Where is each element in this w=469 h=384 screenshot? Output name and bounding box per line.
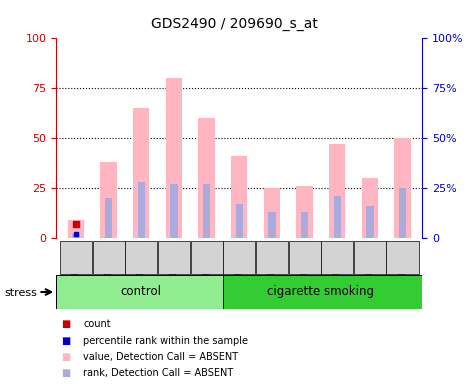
Bar (198, 118, 215, 238)
FancyBboxPatch shape (125, 241, 157, 274)
Text: percentile rank within the sample: percentile rank within the sample (83, 336, 249, 346)
Text: count: count (83, 319, 111, 329)
Bar (264, 188, 280, 238)
Bar (399, 188, 406, 238)
FancyBboxPatch shape (354, 241, 386, 274)
Bar (268, 212, 275, 238)
Text: ■: ■ (61, 319, 70, 329)
Bar (296, 186, 313, 238)
Bar (133, 108, 149, 238)
Bar (333, 196, 341, 238)
Bar (203, 184, 210, 238)
FancyBboxPatch shape (223, 241, 255, 274)
Bar (362, 178, 378, 238)
Text: GDS2490 / 209690_s_at: GDS2490 / 209690_s_at (151, 17, 318, 31)
Text: cigarette smoking: cigarette smoking (267, 285, 374, 298)
Text: rank, Detection Call = ABSENT: rank, Detection Call = ABSENT (83, 368, 234, 378)
Bar (137, 182, 145, 238)
Text: stress: stress (5, 288, 38, 298)
Bar (394, 138, 411, 238)
FancyBboxPatch shape (92, 241, 125, 274)
Bar (105, 198, 112, 238)
Bar (68, 220, 84, 238)
Bar (231, 156, 247, 238)
Text: value, Detection Call = ABSENT: value, Detection Call = ABSENT (83, 352, 239, 362)
Bar (100, 162, 117, 238)
Bar (170, 184, 178, 238)
Bar (366, 206, 373, 238)
Text: ■: ■ (61, 368, 70, 378)
FancyBboxPatch shape (321, 241, 353, 274)
FancyBboxPatch shape (288, 241, 320, 274)
Text: ■: ■ (61, 336, 70, 346)
Bar (301, 212, 308, 238)
Text: ■: ■ (61, 352, 70, 362)
Bar (72, 234, 80, 238)
FancyBboxPatch shape (386, 241, 418, 274)
Bar (166, 78, 182, 238)
FancyBboxPatch shape (158, 241, 190, 274)
FancyBboxPatch shape (56, 275, 226, 309)
FancyBboxPatch shape (256, 241, 288, 274)
Bar (235, 204, 243, 238)
FancyBboxPatch shape (190, 241, 222, 274)
FancyBboxPatch shape (223, 275, 422, 309)
FancyBboxPatch shape (60, 241, 92, 274)
Text: control: control (121, 285, 162, 298)
Bar (329, 144, 345, 238)
